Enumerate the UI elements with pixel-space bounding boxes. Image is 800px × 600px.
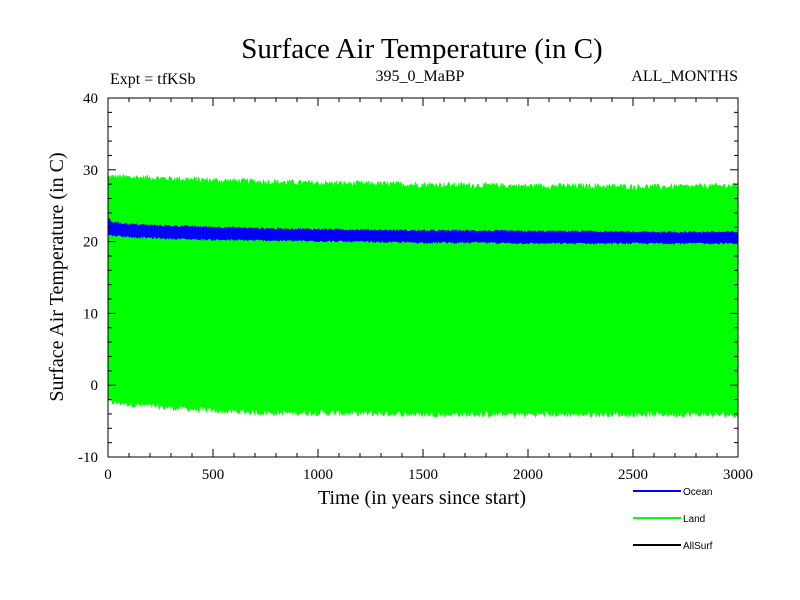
x-tick-label: 2500: [618, 467, 648, 483]
months-label: ALL_MONTHS: [631, 68, 738, 85]
legend: Ocean Land AllSurf: [633, 487, 713, 552]
x-tick-label: 2000: [513, 467, 543, 483]
x-tick-label: 1000: [303, 467, 333, 483]
x-axis-label: Time (in years since start): [318, 487, 526, 509]
x-tick-label: 3000: [723, 467, 753, 483]
y-tick-label: 30: [83, 163, 98, 179]
data-layer: [107, 173, 739, 419]
x-tick-label: 500: [202, 467, 225, 483]
series-band-land: [107, 173, 739, 419]
y-tick-label: 40: [83, 91, 98, 107]
y-tick-label: 20: [83, 235, 98, 251]
x-tick-label: 1500: [408, 467, 438, 483]
period-label: 395_0_MaBP: [376, 68, 465, 85]
y-axis-label: Surface Air Temperature (in C): [46, 152, 68, 401]
legend-label-allsurf: AllSurf: [683, 541, 713, 552]
legend-label-land: Land: [683, 514, 705, 525]
chart-title: Surface Air Temperature (in C): [241, 33, 602, 65]
experiment-label: Expt = tfKSb: [110, 71, 195, 88]
tick-layer: 0 500 1000 1500 2000 2500 3000 -10 0 10 20 30 40: [78, 91, 753, 483]
legend-label-ocean: Ocean: [683, 487, 712, 498]
y-tick-label: 0: [91, 378, 99, 394]
y-tick-label: 10: [83, 306, 98, 322]
y-tick-label: -10: [78, 450, 98, 466]
x-tick-label: 0: [104, 467, 112, 483]
